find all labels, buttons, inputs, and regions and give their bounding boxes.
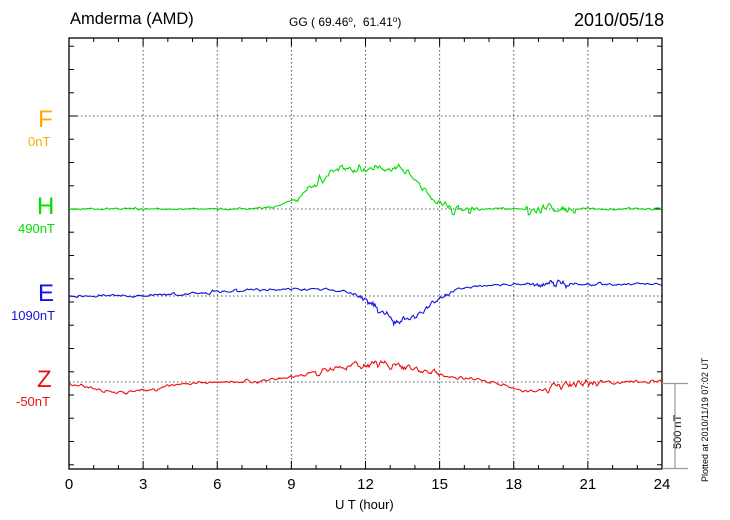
svg-text:15: 15	[431, 476, 448, 493]
svg-text:0: 0	[65, 476, 73, 493]
svg-text:6: 6	[213, 476, 221, 493]
svg-text:21: 21	[580, 476, 597, 493]
svg-text:12: 12	[357, 476, 374, 493]
svg-text:18: 18	[505, 476, 522, 493]
svg-text:9: 9	[287, 476, 295, 493]
svg-text:24: 24	[654, 476, 671, 493]
svg-text:3: 3	[139, 476, 147, 493]
